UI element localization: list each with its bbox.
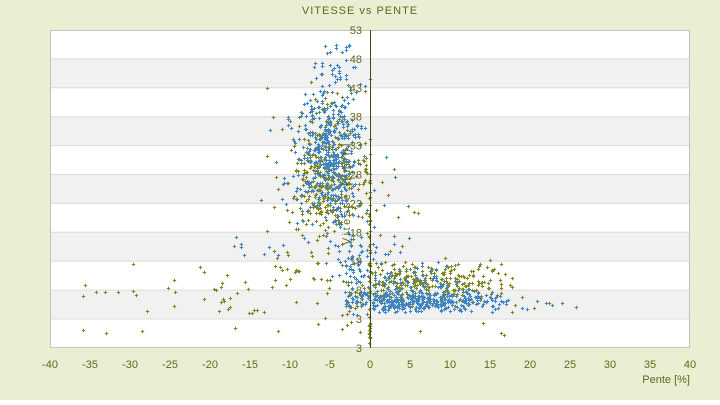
svg-text:23: 23 bbox=[350, 198, 362, 210]
svg-text:38: 38 bbox=[350, 112, 362, 124]
svg-text:-5: -5 bbox=[325, 359, 335, 371]
svg-text:-15: -15 bbox=[242, 359, 258, 371]
svg-text:20: 20 bbox=[524, 359, 536, 371]
svg-text:48: 48 bbox=[350, 54, 362, 66]
svg-text:25: 25 bbox=[564, 359, 576, 371]
svg-text:53: 53 bbox=[350, 25, 362, 37]
svg-text:Vitesse [km/h]: Vitesse [km/h] bbox=[341, 141, 353, 245]
svg-text:40: 40 bbox=[684, 359, 696, 371]
svg-text:43: 43 bbox=[350, 83, 362, 95]
svg-text:-25: -25 bbox=[162, 359, 178, 371]
svg-text:Pente [%]: Pente [%] bbox=[642, 374, 690, 386]
svg-text:8: 8 bbox=[356, 285, 362, 297]
svg-text:28: 28 bbox=[350, 170, 362, 182]
svg-text:18: 18 bbox=[350, 227, 362, 239]
svg-text:15: 15 bbox=[484, 359, 496, 371]
svg-text:-10: -10 bbox=[282, 359, 298, 371]
svg-text:33: 33 bbox=[350, 141, 362, 153]
svg-text:-20: -20 bbox=[202, 359, 218, 371]
svg-text:30: 30 bbox=[604, 359, 616, 371]
svg-text:5: 5 bbox=[407, 359, 413, 371]
svg-text:3: 3 bbox=[356, 343, 362, 355]
svg-text:VITESSE vs PENTE: VITESSE vs PENTE bbox=[302, 5, 418, 17]
svg-text:3: 3 bbox=[356, 314, 362, 326]
svg-text:-30: -30 bbox=[122, 359, 138, 371]
svg-text:10: 10 bbox=[444, 359, 456, 371]
svg-text:13: 13 bbox=[350, 256, 362, 268]
svg-text:-40: -40 bbox=[42, 359, 58, 371]
svg-text:-35: -35 bbox=[82, 359, 98, 371]
svg-text:35: 35 bbox=[644, 359, 656, 371]
svg-text:0: 0 bbox=[367, 359, 373, 371]
